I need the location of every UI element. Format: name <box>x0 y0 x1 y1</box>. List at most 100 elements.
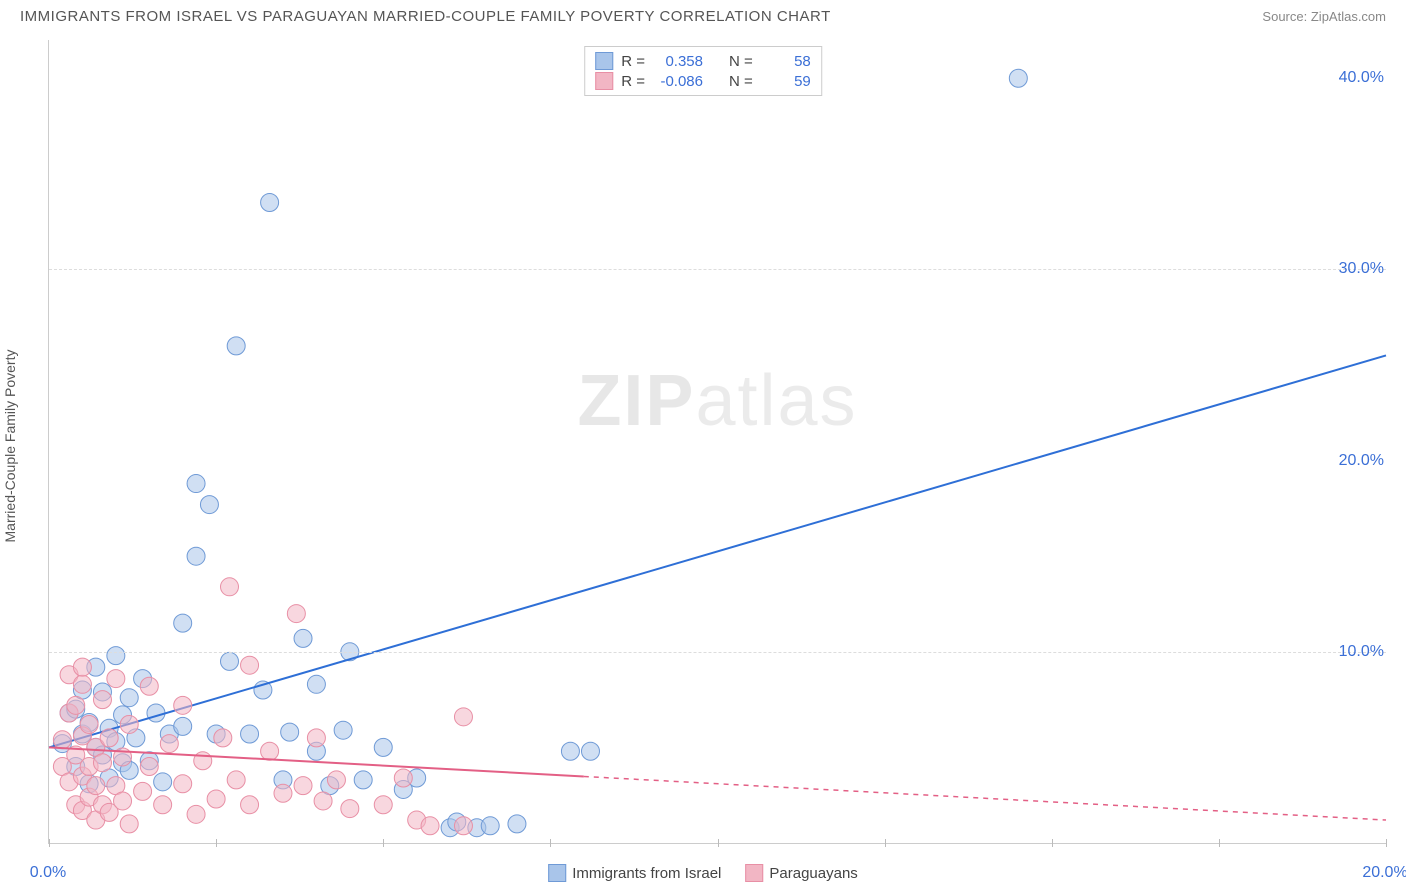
source-label: Source: <box>1262 9 1307 24</box>
data-point <box>261 742 279 760</box>
data-point <box>241 656 259 674</box>
data-point <box>287 605 305 623</box>
data-point <box>261 194 279 212</box>
data-point <box>67 696 85 714</box>
data-point <box>227 771 245 789</box>
data-point <box>581 742 599 760</box>
data-point <box>220 578 238 596</box>
data-point <box>100 729 118 747</box>
data-point <box>140 677 158 695</box>
gridline <box>49 652 1386 653</box>
data-point <box>73 658 91 676</box>
data-point <box>454 817 472 835</box>
data-point <box>241 725 259 743</box>
x-tick <box>1052 839 1053 847</box>
data-point <box>227 337 245 355</box>
x-tick <box>383 839 384 847</box>
data-point <box>114 792 132 810</box>
y-tick-label: 20.0% <box>1339 452 1384 470</box>
y-axis-label: Married-Couple Family Poverty <box>2 350 18 543</box>
data-point <box>374 796 392 814</box>
data-point <box>93 754 111 772</box>
data-point <box>174 696 192 714</box>
y-tick-label: 10.0% <box>1339 643 1384 661</box>
data-point <box>174 614 192 632</box>
data-point <box>174 717 192 735</box>
gridline <box>49 269 1386 270</box>
source-value: ZipAtlas.com <box>1311 9 1386 24</box>
chart-header: IMMIGRANTS FROM ISRAEL VS PARAGUAYAN MAR… <box>0 0 1406 29</box>
series-legend-item: Immigrants from Israel <box>548 864 721 882</box>
regression-line-extrapolated <box>584 776 1386 820</box>
data-point <box>120 815 138 833</box>
data-point <box>174 775 192 793</box>
legend-row: R =-0.086N =59 <box>595 71 811 91</box>
data-point <box>53 731 71 749</box>
data-point <box>307 729 325 747</box>
data-point <box>147 704 165 722</box>
data-point <box>120 689 138 707</box>
chart-plot-area: ZIPatlas <box>48 40 1386 844</box>
series-legend-label: Paraguayans <box>769 865 857 882</box>
series-legend-label: Immigrants from Israel <box>572 865 721 882</box>
legend-n-value: 58 <box>761 53 811 70</box>
data-point <box>154 773 172 791</box>
correlation-legend: R =0.358N =58R =-0.086N =59 <box>584 46 822 96</box>
x-tick-label: 20.0% <box>1362 864 1406 882</box>
chart-title: IMMIGRANTS FROM ISRAEL VS PARAGUAYAN MAR… <box>20 8 831 25</box>
legend-swatch <box>595 72 613 90</box>
legend-n-label: N = <box>729 73 753 90</box>
x-tick <box>1219 839 1220 847</box>
legend-n-value: 59 <box>761 73 811 90</box>
legend-n-label: N = <box>729 53 753 70</box>
series-legend-item: Paraguayans <box>745 864 857 882</box>
data-point <box>561 742 579 760</box>
data-point <box>454 708 472 726</box>
y-tick-label: 30.0% <box>1339 260 1384 278</box>
x-tick-label: 0.0% <box>30 864 66 882</box>
x-tick <box>718 839 719 847</box>
data-point <box>307 675 325 693</box>
data-point <box>274 784 292 802</box>
source-attribution: Source: ZipAtlas.com <box>1262 9 1386 24</box>
legend-row: R =0.358N =58 <box>595 51 811 71</box>
x-tick <box>1386 839 1387 847</box>
x-tick <box>49 839 50 847</box>
data-point <box>87 777 105 795</box>
legend-swatch <box>595 52 613 70</box>
data-point <box>200 496 218 514</box>
data-point <box>107 670 125 688</box>
data-point <box>187 547 205 565</box>
data-point <box>120 715 138 733</box>
data-point <box>220 652 238 670</box>
data-point <box>341 800 359 818</box>
data-point <box>187 475 205 493</box>
data-point <box>314 792 332 810</box>
data-point <box>327 771 345 789</box>
data-point <box>421 817 439 835</box>
y-tick-label: 40.0% <box>1339 69 1384 87</box>
data-point <box>160 735 178 753</box>
data-point <box>281 723 299 741</box>
x-tick <box>550 839 551 847</box>
data-point <box>140 758 158 776</box>
data-point <box>214 729 232 747</box>
data-point <box>241 796 259 814</box>
data-point <box>93 691 111 709</box>
data-point <box>207 790 225 808</box>
data-point <box>294 629 312 647</box>
data-point <box>294 777 312 795</box>
data-point <box>1009 69 1027 87</box>
series-legend: Immigrants from Israel Paraguayans <box>548 864 858 882</box>
x-tick <box>216 839 217 847</box>
data-point <box>134 782 152 800</box>
data-point <box>481 817 499 835</box>
legend-swatch <box>548 864 566 882</box>
data-point <box>107 647 125 665</box>
legend-r-value: 0.358 <box>653 53 703 70</box>
data-point <box>154 796 172 814</box>
scatter-svg <box>49 40 1386 843</box>
x-tick <box>885 839 886 847</box>
data-point <box>334 721 352 739</box>
data-point <box>73 675 91 693</box>
